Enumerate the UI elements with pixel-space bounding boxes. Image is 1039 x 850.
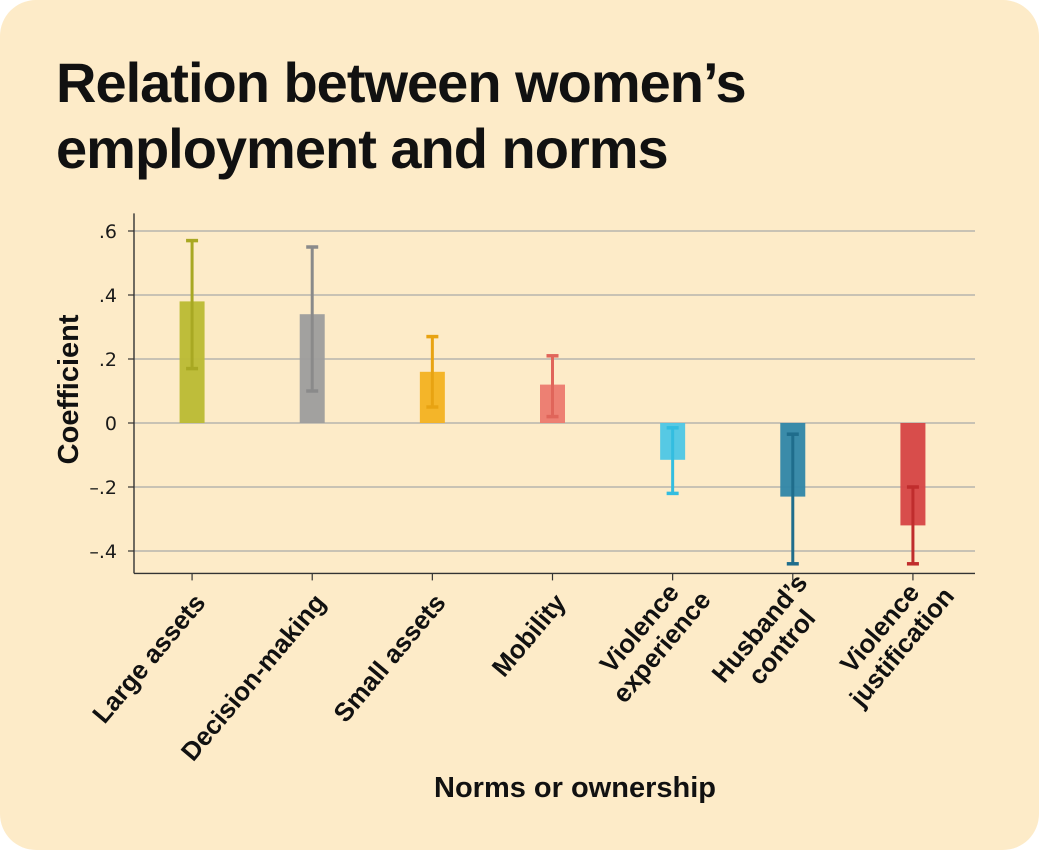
- y-tick-label: –.4: [89, 541, 117, 563]
- y-tick-label: .2: [99, 349, 117, 371]
- x-category-label: Husband’scontrol: [705, 568, 835, 707]
- y-tick-label: .6: [99, 221, 117, 243]
- chart-title: Relation between women’s employment and …: [56, 51, 747, 180]
- x-category-label: Large assets: [86, 588, 211, 729]
- y-tick-label: .4: [99, 285, 117, 307]
- x-category-label: Small assets: [327, 588, 451, 728]
- x-axis-label: Norms or ownership: [434, 772, 716, 804]
- y-axis-label: Coefficient: [53, 314, 85, 464]
- x-category-label: Mobility: [486, 587, 572, 682]
- x-category-label: Violenceexperience: [584, 566, 717, 708]
- y-tick-label: 0: [105, 413, 117, 435]
- x-category-label: Violencejustification: [820, 563, 960, 713]
- y-tick-label: –.2: [89, 477, 117, 499]
